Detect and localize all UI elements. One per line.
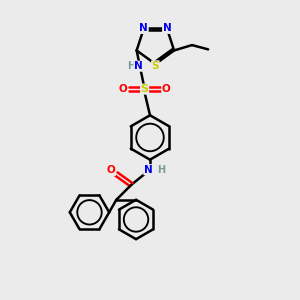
Text: N: N — [163, 23, 171, 33]
Text: H: H — [157, 165, 165, 176]
Text: N: N — [140, 23, 148, 33]
Text: O: O — [106, 165, 115, 176]
Text: N: N — [144, 165, 153, 175]
Text: S: S — [152, 61, 159, 71]
Text: O: O — [119, 84, 128, 94]
Text: O: O — [162, 84, 170, 94]
Text: N: N — [134, 61, 142, 71]
Text: H: H — [127, 61, 135, 71]
Text: S: S — [141, 84, 148, 94]
